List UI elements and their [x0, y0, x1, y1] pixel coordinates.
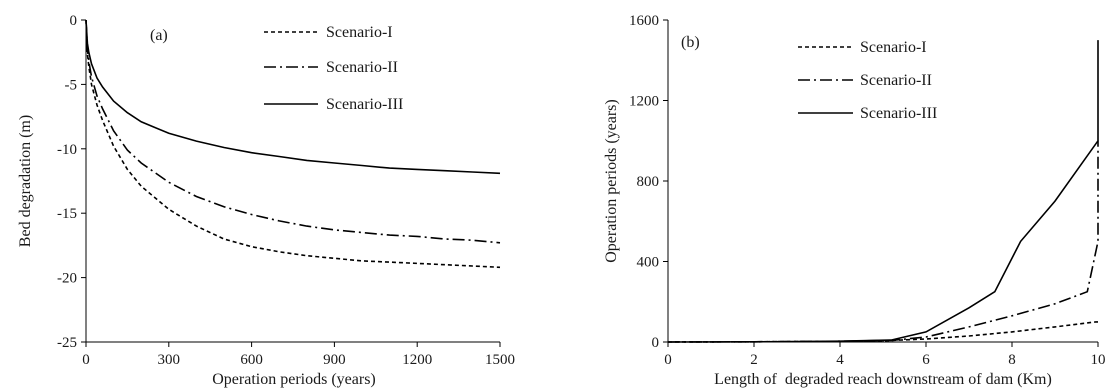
panel-b-axes: [667, 20, 1098, 343]
panel-b-y-tick-label: 400: [637, 255, 660, 271]
panel-b-x-tick-label: 2: [750, 352, 758, 368]
panel-a-x-tick-label: 300: [158, 352, 181, 368]
panel-a-y-tick-label: -15: [57, 206, 77, 222]
panel-a-x-tick-label: 600: [240, 352, 263, 368]
panel-a-x-tick-label: 1500: [485, 352, 515, 368]
panel-b-series-scenario-i: [667, 321, 1098, 343]
panel-b-y-tick-label: 1200: [629, 94, 659, 110]
panel-a-legend-label-scenario-i: Scenario-I: [326, 24, 393, 41]
panel-a-y-tick-label: -20: [57, 271, 77, 287]
panel-b-y-tick-label: 0: [652, 335, 660, 351]
panel-b-x-axis-title: Length of degraded reach downstream of d…: [714, 371, 1052, 388]
panel-a-series: [85, 19, 501, 269]
panel-b-y-tick-label: 800: [637, 174, 660, 190]
panel-a: 0 -5 -10 -15 -20 -25 0 300 600 900 1200 1500 (a) Op…: [17, 13, 515, 388]
panel-a-series-scenario-i: [85, 19, 501, 269]
panel-a-y-axis-title: Bed degradation (m): [17, 115, 34, 247]
panel-a-x-tick-label: 1200: [402, 352, 432, 368]
panel-b-label: (b): [681, 34, 700, 51]
panel-b-x-tick-label: 0: [664, 352, 672, 368]
panel-a-y-tick-label: -5: [65, 77, 78, 93]
panel-a-axes: [85, 20, 500, 343]
panel-a-x-tick-label: 0: [82, 352, 90, 368]
panel-a-y-tick-label: -10: [57, 142, 77, 158]
panel-b-legend-label-scenario-iii: Scenario-III: [860, 105, 937, 122]
panel-b-legend-label-scenario-ii: Scenario-II: [860, 72, 932, 89]
panel-a-ticks: 0 -5 -10 -15 -20 -25 0 300 600 900 1200 1500: [57, 13, 515, 368]
panel-a-legend: Scenario-I Scenario-II Scenario-III: [264, 24, 403, 113]
panel-b-x-tick-label: 8: [1008, 352, 1016, 368]
panel-b-series-scenario-ii: [667, 140, 1099, 343]
panel-b-legend-label-scenario-i: Scenario-I: [860, 39, 927, 56]
panel-a-x-tick-label: 900: [323, 352, 346, 368]
panel-b-y-axis-title: Operation periods (years): [603, 99, 620, 263]
panel-b-legend: Scenario-I Scenario-II Scenario-III: [798, 39, 937, 122]
panel-b: 0 400 800 1200 1600 0 2 4 6 8 10 (b) Length of deg…: [603, 13, 1106, 388]
panel-b-ticks: 0 400 800 1200 1600 0 2 4 6 8 10: [629, 13, 1106, 368]
panel-b-series: [667, 40, 1099, 343]
panel-a-series-scenario-ii: [85, 19, 501, 244]
panel-a-label: (a): [150, 27, 168, 44]
panel-b-y-tick-label: 1600: [629, 13, 659, 29]
panel-a-legend-label-scenario-ii: Scenario-II: [326, 59, 398, 76]
panel-a-series-scenario-iii: [85, 19, 501, 175]
panel-a-legend-label-scenario-iii: Scenario-III: [326, 96, 403, 113]
panel-a-x-axis-title: Operation periods (years): [212, 371, 376, 388]
panel-b-x-tick-label: 6: [922, 352, 930, 368]
panel-b-series-scenario-iii: [667, 40, 1099, 343]
panel-a-y-tick-label: 0: [70, 13, 78, 29]
panel-b-x-tick-label: 4: [836, 352, 844, 368]
panel-a-y-tick-label: -25: [57, 335, 77, 351]
panel-b-x-tick-label: 10: [1091, 352, 1106, 368]
